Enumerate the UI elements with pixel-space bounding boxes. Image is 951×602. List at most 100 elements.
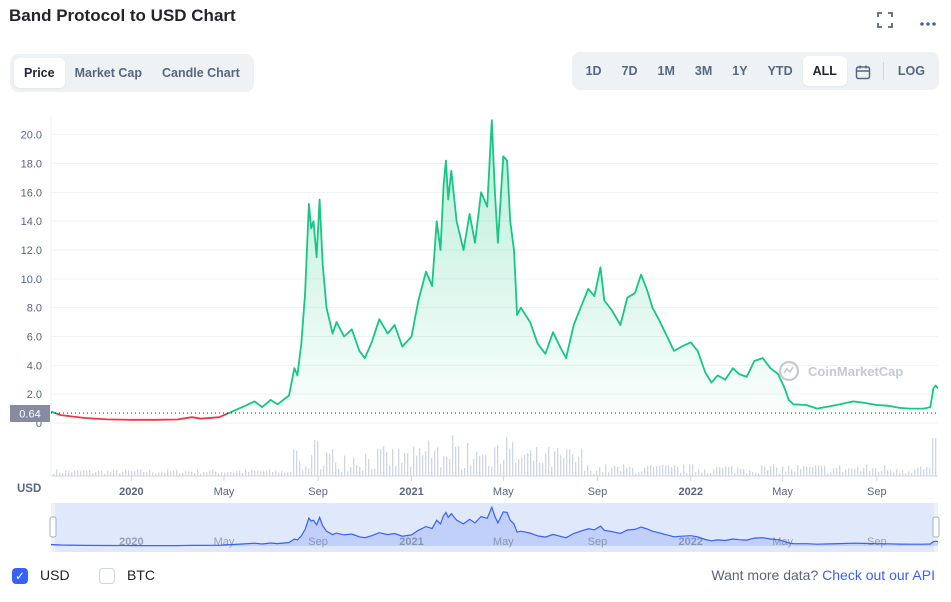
volume-bar (848, 468, 850, 476)
volume-bar (116, 469, 118, 476)
volume-bar (314, 440, 316, 476)
btc-label: BTC (127, 567, 155, 583)
volume-bar (251, 469, 253, 476)
x-tick-label: Sep (588, 486, 608, 498)
tab-market-cap[interactable]: Market Cap (74, 66, 142, 80)
chart-type-tabs: Price Market Cap Candle Chart (10, 54, 254, 92)
volume-bar (77, 470, 79, 476)
volume-bar (329, 454, 331, 476)
tab-price[interactable]: Price (14, 58, 65, 88)
footer-bar: ✓ USD BTC Want more data? Check out our … (0, 565, 951, 589)
volume-bar (752, 471, 754, 476)
volume-bar (926, 467, 928, 476)
volume-bar (836, 467, 838, 476)
volume-bar (494, 447, 496, 476)
volume-bar (659, 465, 661, 476)
range-3m[interactable]: 3M (694, 64, 713, 78)
volume-bar (641, 471, 643, 476)
usd-checkbox[interactable]: ✓ (12, 568, 28, 584)
toolbar-divider (882, 62, 884, 80)
volume-bar (575, 461, 577, 476)
volume-bar (290, 472, 292, 476)
navigator-tick-label: May (772, 536, 793, 548)
volume-bar (287, 472, 289, 476)
volume-bar (869, 470, 871, 476)
volume-bar (263, 471, 265, 476)
y-tick-label: 16.0 (21, 187, 42, 199)
volume-bar (110, 471, 112, 476)
volume-bar (347, 471, 349, 476)
navigator-selection (55, 503, 934, 552)
range-7d[interactable]: 7D (621, 64, 638, 78)
navigator-left-handle[interactable] (49, 516, 57, 538)
volume-bar (578, 456, 580, 476)
range-navigator[interactable]: 2020 May Sep 2021 May Sep 2022 May Sep (49, 503, 940, 552)
volume-bar (476, 451, 478, 476)
btc-checkbox[interactable] (99, 568, 115, 584)
navigator-tick-label: Sep (308, 536, 328, 548)
range-1y[interactable]: 1Y (732, 64, 748, 78)
volume-bar (107, 470, 109, 476)
range-all[interactable]: ALL (802, 56, 847, 86)
volume-bar (401, 462, 403, 476)
volume-bar (839, 465, 841, 476)
usd-label: USD (40, 567, 70, 583)
volume-bar (536, 447, 538, 476)
volume-bar (377, 448, 379, 476)
volume-bar (140, 469, 142, 476)
navigator-tick-label: 2021 (399, 536, 423, 548)
volume-bar (710, 473, 712, 476)
log-toggle[interactable]: LOG (897, 64, 925, 78)
volume-bar (587, 465, 589, 476)
tab-candle-chart[interactable]: Candle Chart (161, 66, 240, 80)
volume-bar (158, 472, 160, 476)
volume-bar (557, 448, 559, 476)
volume-bar (248, 471, 250, 476)
navigator-right-handle[interactable] (932, 516, 940, 538)
volume-bar (881, 470, 883, 476)
y-tick-label: 2.0 (27, 389, 42, 401)
volume-bar (194, 473, 196, 476)
expand-icon[interactable] (877, 12, 893, 33)
more-icon[interactable] (919, 14, 937, 32)
volume-bar (485, 455, 487, 476)
volume-bar (371, 469, 373, 476)
volume-bar (56, 469, 58, 476)
volume-bar (293, 449, 295, 476)
volume-bar (227, 472, 229, 476)
y-tick-label: 18.0 (21, 158, 42, 170)
volume-bar (83, 470, 85, 476)
volume-bar (437, 447, 439, 476)
volume-bar (653, 467, 655, 476)
volume-bar (821, 465, 823, 476)
volume-bar (662, 464, 664, 476)
volume-bar (308, 468, 310, 476)
api-link[interactable]: Check out our API (822, 567, 935, 583)
x-tick-label: 2022 (679, 486, 703, 498)
volume-bar (860, 471, 862, 476)
volume-bar (434, 450, 436, 476)
navigator-tick-label: May (493, 536, 514, 548)
volume-bar (794, 471, 796, 476)
range-ytd[interactable]: YTD (767, 64, 793, 78)
calendar-button[interactable] (847, 56, 879, 86)
navigator-tick-label: Sep (867, 536, 887, 548)
volume-bar (749, 470, 751, 476)
volume-bar (815, 465, 817, 476)
price-line (51, 119, 938, 421)
volume-bar (545, 453, 547, 476)
volume-bar (272, 472, 274, 476)
volume-bar (230, 471, 232, 476)
range-1d[interactable]: 1D (585, 64, 602, 78)
volume-bar (206, 472, 208, 476)
volume-bar (356, 465, 358, 476)
volume-bar (236, 471, 238, 476)
volume-bar (335, 462, 337, 476)
volume-bar (542, 463, 544, 476)
volume-bar (788, 465, 790, 476)
range-1m[interactable]: 1M (657, 64, 675, 78)
volume-bar (566, 449, 568, 476)
volume-bar (338, 468, 340, 476)
volume-bar (440, 467, 442, 476)
